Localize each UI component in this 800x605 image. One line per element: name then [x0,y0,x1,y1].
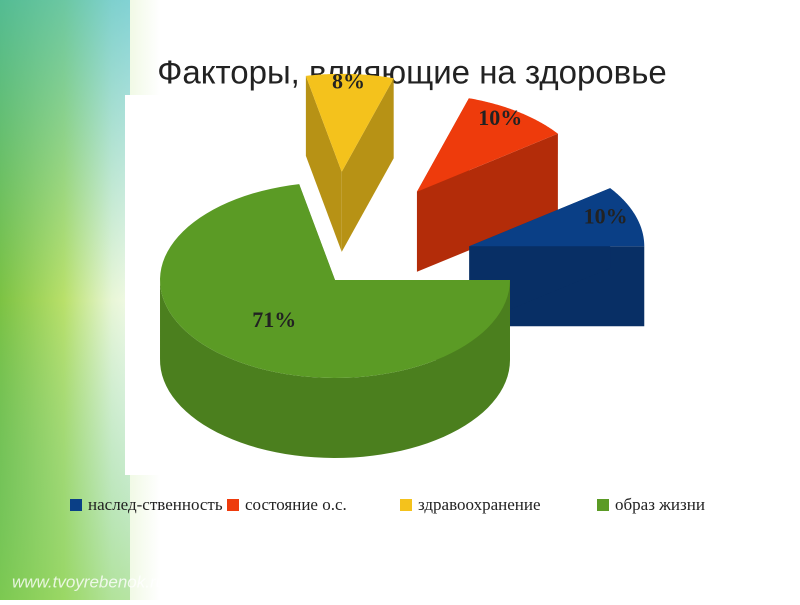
legend-label: наслед-ственность [88,495,223,514]
data-label: 8% [332,69,365,94]
legend-swatch [227,499,239,511]
legend-swatch [597,499,609,511]
data-label: 10% [478,105,522,130]
legend-label: состояние о.с. [245,495,347,514]
legend-swatch [70,499,82,511]
legend-label: здравоохранение [418,495,541,514]
legend-label: образ жизни [615,495,705,514]
chart-title: Факторы, влияющие на здоровье [157,54,667,91]
data-label: 10% [584,204,628,229]
watermark: www.tvoyrebenok.ru [12,572,166,591]
legend-swatch [400,499,412,511]
data-label: 71% [252,307,296,332]
